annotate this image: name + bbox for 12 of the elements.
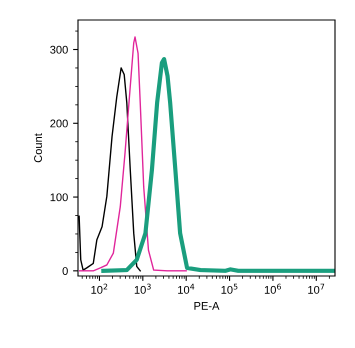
- x-tick-label: 10$^{5}$: [222, 284, 238, 294]
- y-tick-label: 200: [50, 120, 68, 128]
- y-tick-label: 0: [62, 267, 68, 275]
- x-tick-label: 10$^{7}$: [308, 284, 324, 294]
- x-tick-label: 10$^{2}$: [91, 284, 108, 294]
- x-tick-label: 10$^{4}$: [178, 284, 194, 294]
- x-tick-label: 10$^{6}$: [264, 284, 281, 294]
- x-axis-title: PE-A: [194, 302, 220, 310]
- y-tick-label: 100: [50, 193, 68, 202]
- y-tick-label: 300: [50, 46, 68, 54]
- x-tick-label: 10$^{3}$: [134, 284, 151, 294]
- y-axis-title: Count: [34, 133, 42, 162]
